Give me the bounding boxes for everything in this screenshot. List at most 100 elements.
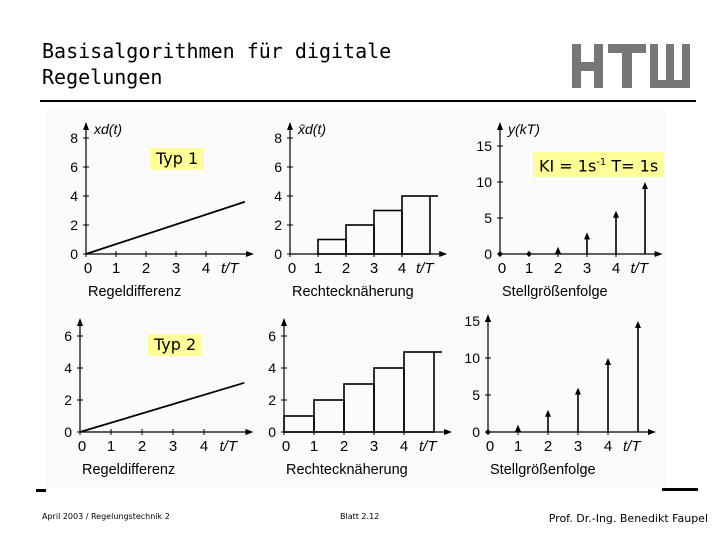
- x-tick-label: 1: [107, 438, 115, 455]
- y-axis-title: x̄d(t): [297, 121, 326, 137]
- bar: [343, 383, 375, 433]
- y-tick-label: 6: [70, 159, 78, 175]
- x-axis-arrow: [444, 429, 452, 435]
- y-axis-arrow: [485, 314, 491, 322]
- x-tick-label: 4: [604, 438, 612, 455]
- bar: [283, 415, 315, 433]
- bar: [401, 195, 431, 255]
- x-tick-label: 3: [370, 260, 378, 277]
- x-tick-label: 4: [612, 260, 620, 277]
- x-axis-title: t/T: [416, 260, 435, 277]
- x-tick-label: 4: [200, 438, 208, 455]
- x-tick-label: 2: [342, 260, 350, 277]
- x-tick-label: 3: [172, 260, 180, 277]
- x-tick-label: 4: [398, 260, 406, 277]
- header-divider: [40, 100, 696, 102]
- panel-caption: Rechtecknäherung: [286, 462, 408, 478]
- param-t: T= 1s: [606, 156, 659, 176]
- x-tick-label: 2: [544, 438, 552, 455]
- series-line: [85, 200, 246, 255]
- x-tick-label: 3: [574, 438, 582, 455]
- x-axis-title: t/T: [419, 438, 438, 455]
- impulse-arrow: [515, 424, 521, 432]
- x-tick-label: 2: [138, 438, 146, 455]
- slide-title-line1: Basisalgorithmen für digitale: [42, 39, 392, 63]
- x-tick-label: 3: [370, 438, 378, 455]
- impulse-arrow: [584, 232, 590, 240]
- impulse-zero: [497, 251, 503, 257]
- y-tick-label: 5: [472, 387, 480, 403]
- param-ki: KI = 1s: [539, 156, 597, 176]
- slide-title-line2: Regelungen: [42, 65, 163, 89]
- y-axis-title: y(kT): [507, 121, 540, 137]
- panel-caption: Rechtecknäherung: [292, 284, 414, 300]
- footer-author: Prof. Dr.-Ing. Benedikt Faupel: [548, 512, 708, 525]
- y-tick-label: 2: [64, 392, 72, 408]
- x-axis-arrow: [648, 429, 656, 435]
- x-axis-arrow: [439, 251, 448, 257]
- x-tick-label: 3: [169, 438, 177, 455]
- x-tick-label: 0: [486, 438, 494, 455]
- x-axis-title: t/T: [623, 438, 642, 455]
- x-tick-label: 4: [202, 260, 210, 277]
- y-tick-label: 5: [484, 210, 492, 226]
- bar: [373, 209, 403, 255]
- y-tick-label: 6: [268, 328, 276, 344]
- footer-divider-right: [662, 488, 698, 491]
- y-tick-label: 6: [274, 159, 282, 175]
- y-axis-arrow: [497, 122, 503, 130]
- x-tick-label: 2: [142, 260, 150, 277]
- impulse-zero: [526, 251, 532, 257]
- bar: [345, 224, 375, 255]
- label-params: KI = 1s-1 T= 1s: [533, 152, 665, 178]
- y-tick-label: 8: [70, 130, 78, 146]
- y-tick-label: 0: [268, 424, 276, 440]
- bar: [403, 351, 435, 433]
- x-tick-label: 1: [314, 260, 322, 277]
- y-tick-label: 4: [64, 360, 72, 376]
- y-tick-label: 10: [476, 174, 492, 190]
- y-tick-label: 2: [268, 392, 276, 408]
- impulse-arrow: [635, 321, 641, 328]
- panel-caption: Stellgrößenfolge: [490, 462, 596, 478]
- x-tick-label: 1: [112, 260, 120, 277]
- impulse-arrow: [642, 182, 648, 189]
- x-tick-label: 0: [498, 260, 506, 277]
- slide-title: Basisalgorithmen für digitale Regelungen: [42, 38, 391, 90]
- x-tick-label: 0: [78, 438, 86, 455]
- y-axis-arrow: [287, 122, 293, 130]
- y-axis-arrow: [83, 122, 89, 130]
- y-tick-label: 4: [274, 188, 282, 204]
- y-axis-arrow: [77, 318, 83, 326]
- footer-page: Blatt 2.12: [340, 512, 380, 521]
- y-tick-label: 0: [70, 246, 78, 262]
- x-tick-label: 1: [514, 438, 522, 455]
- x-axis-title: t/T: [220, 438, 239, 455]
- y-tick-label: 0: [274, 246, 282, 262]
- x-tick-label: 3: [583, 260, 591, 277]
- impulse-arrow: [605, 358, 611, 365]
- param-exponent: -1: [596, 157, 607, 168]
- y-tick-label: 2: [274, 217, 282, 233]
- y-tick-label: 10: [464, 350, 480, 366]
- x-tick-label: 4: [400, 438, 408, 455]
- bar: [373, 367, 405, 433]
- y-axis-arrow: [281, 318, 287, 326]
- panel-caption: Stellgrößenfolge: [502, 284, 608, 300]
- footer-divider-left: [36, 489, 46, 492]
- bar: [313, 399, 345, 433]
- y-tick-label: 4: [70, 188, 78, 204]
- x-axis-arrow: [245, 429, 254, 435]
- panel-caption: Regeldifferenz: [88, 284, 181, 300]
- x-tick-label: 2: [340, 438, 348, 455]
- x-tick-label: 2: [554, 260, 562, 277]
- y-tick-label: 2: [70, 217, 78, 233]
- label-typ2: Typ 2: [148, 334, 203, 356]
- impulse-arrow: [613, 210, 619, 218]
- impulse-arrow: [555, 246, 561, 254]
- y-tick-label: 4: [268, 360, 276, 376]
- y-tick-label: 15: [464, 313, 480, 329]
- x-tick-label: 0: [84, 260, 92, 277]
- impulse-arrow: [545, 409, 551, 417]
- series-line: [79, 381, 245, 433]
